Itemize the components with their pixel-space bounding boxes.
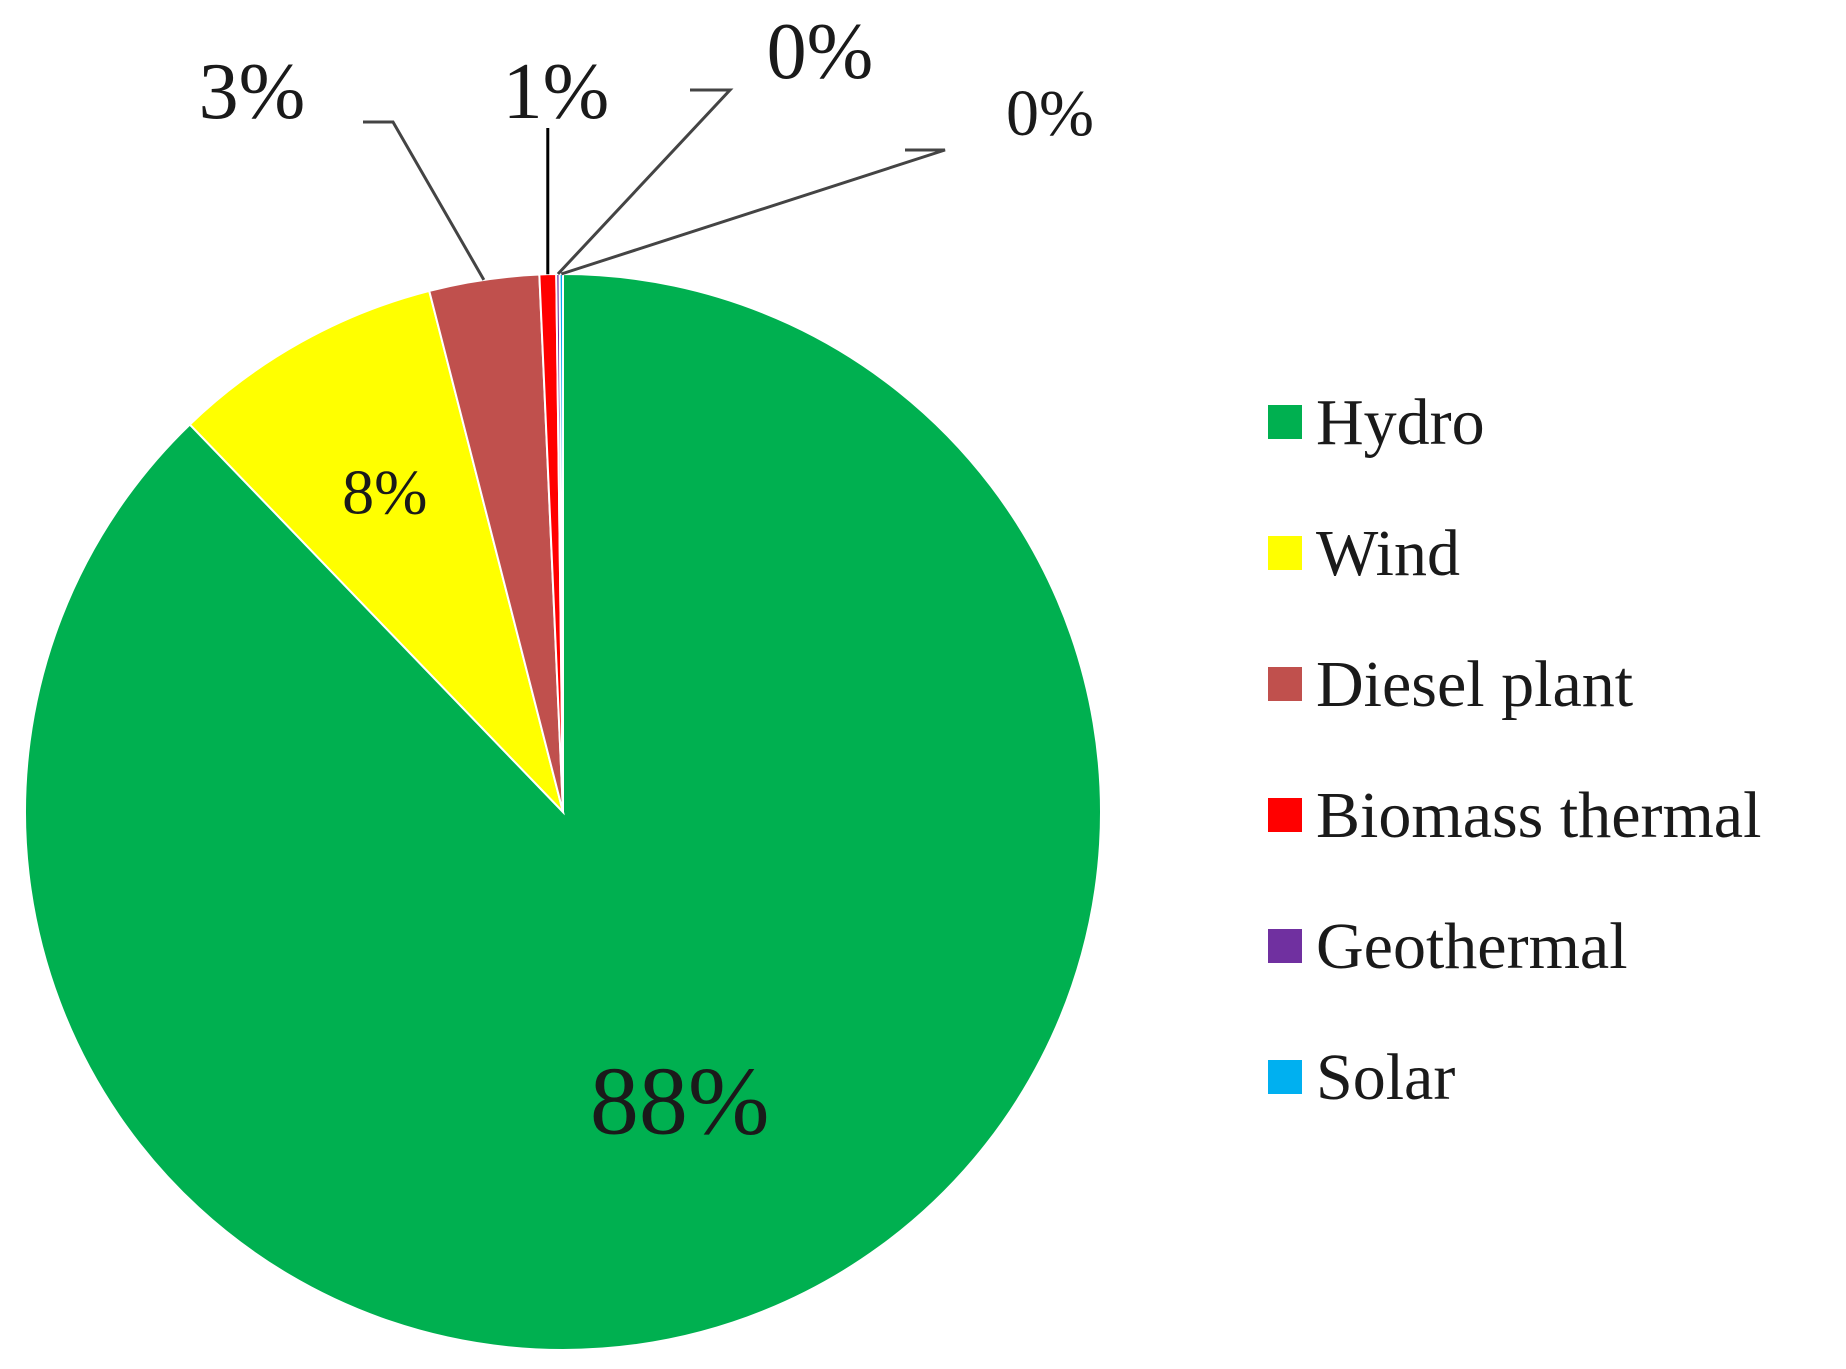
legend-swatch-geothermal (1268, 929, 1302, 963)
legend-swatch-biomass-thermal (1268, 798, 1302, 832)
legend-label-hydro: Hydro (1316, 386, 1485, 459)
legend: Hydro Wind Diesel plant Biomass thermal Geot… (1268, 386, 1761, 1114)
data-label-diesel-plant: 3% (199, 48, 306, 136)
legend-label-biomass-thermal: Biomass thermal (1316, 779, 1761, 852)
legend-label-solar: Solar (1316, 1041, 1455, 1114)
data-label-biomass-thermal: 1% (503, 48, 610, 136)
data-labels: 88% 8% 3% 1% 0% 0% (199, 8, 1094, 1156)
pie-slices (24, 272, 1102, 1351)
legend-swatch-wind (1268, 536, 1302, 570)
legend-swatch-diesel-plant (1268, 667, 1302, 701)
data-label-solar: 0% (1006, 77, 1094, 150)
slice-wind (188, 289, 565, 816)
leader-lines (363, 88, 946, 281)
legend-label-geothermal: Geothermal (1316, 910, 1628, 983)
legend-label-wind: Wind (1316, 517, 1460, 590)
legend-label-diesel-plant: Diesel plant (1316, 648, 1633, 721)
leader-line-geothermal (556, 88, 734, 276)
data-label-geothermal: 0% (767, 8, 874, 96)
leader-line-solar (560, 148, 946, 276)
legend-swatch-solar (1268, 1060, 1302, 1094)
leader-line-diesel-plant (363, 120, 486, 281)
data-label-wind: 8% (342, 457, 427, 528)
data-label-hydro: 88% (590, 1048, 770, 1156)
legend-swatch-hydro (1268, 405, 1302, 439)
